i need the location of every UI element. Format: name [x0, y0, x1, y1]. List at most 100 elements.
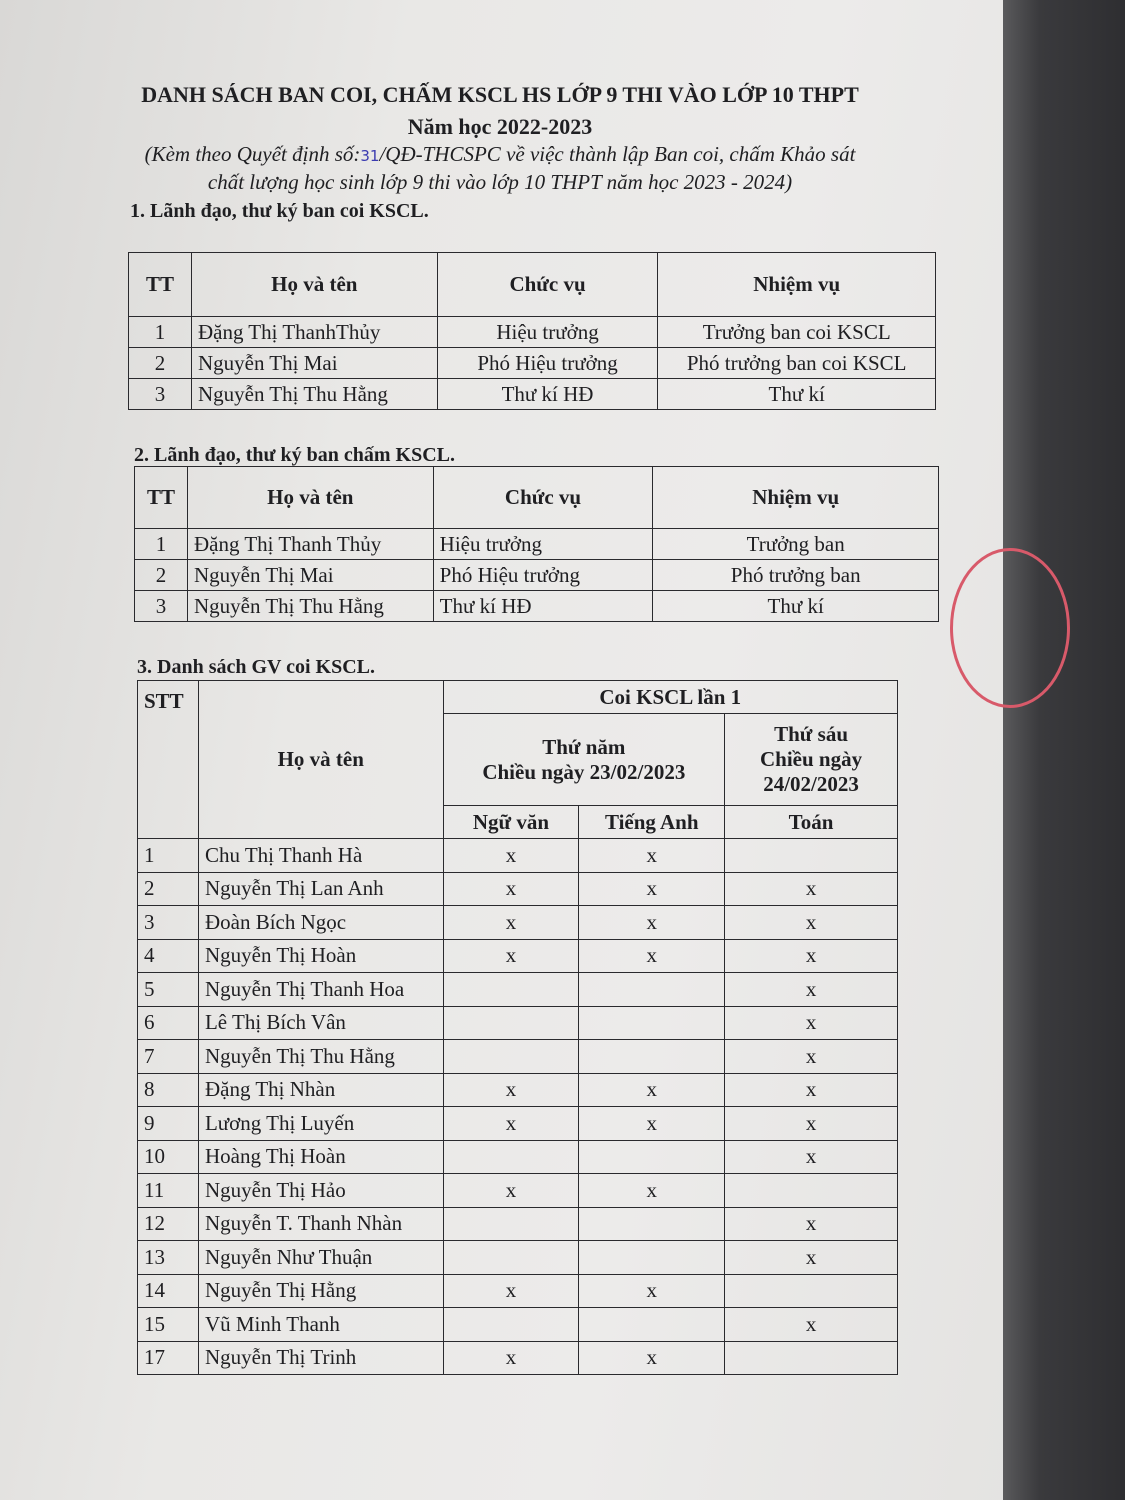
- table-cell: [578, 1039, 726, 1074]
- table-cell: Nguyễn Thị Thanh Hoa: [197, 972, 444, 1007]
- decision-suffix: /QĐ-THCSPC về việc thành lập Ban coi, ch…: [379, 142, 856, 166]
- document-title: DANH SÁCH BAN COI, CHẤM KSCL HS LỚP 9 TH…: [141, 82, 859, 107]
- table-cell: Thư kí HĐ: [432, 590, 654, 622]
- table-cell: x: [442, 1273, 580, 1308]
- table-cell: x: [724, 1139, 898, 1174]
- table-cell: 5: [137, 972, 199, 1007]
- table-cell: x: [724, 1072, 898, 1107]
- table-row: 14 Nguyễn Thị Hằng x x: [137, 1273, 898, 1308]
- table-cell: Nguyễn Như Thuận: [197, 1240, 444, 1275]
- table-cell: [578, 1240, 726, 1275]
- day2-date: 24/02/2023: [763, 772, 859, 796]
- subject-english: Tiếng Anh: [578, 805, 726, 839]
- table-cell: Thư kí: [657, 378, 936, 410]
- table-cell: Trưởng ban: [652, 528, 939, 560]
- table-cell: [442, 972, 580, 1007]
- table-cell: [442, 1206, 580, 1241]
- table-row: 3 Đoàn Bích Ngọc x x x: [137, 905, 898, 940]
- table-cell: x: [724, 938, 898, 973]
- table-cell: x: [724, 972, 898, 1007]
- red-stamp: [950, 548, 1070, 708]
- table-cell: x: [724, 1307, 898, 1342]
- school-year: Năm học 2022-2023: [407, 114, 593, 139]
- table-cell: 13: [137, 1240, 199, 1275]
- table-row: 1 Đặng Thị ThanhThủy Hiệu trưởng Trưởng ban…: [128, 316, 936, 348]
- table-cell: 11: [137, 1173, 199, 1208]
- table-cell: Nguyễn Thị Hoàn: [197, 938, 444, 973]
- table-cell: x: [578, 905, 726, 940]
- decision-line-2: chất lượng học sinh lớp 9 thi vào lớp 10…: [207, 170, 793, 194]
- table-cell: x: [724, 1106, 898, 1141]
- table-cell: 10: [137, 1139, 199, 1174]
- table-row: 9 Lương Thị Luyến x x x: [137, 1106, 898, 1141]
- col-position: Chức vụ: [436, 252, 659, 317]
- table-cell: Hiệu trưởng: [436, 316, 659, 348]
- table-cell: [578, 1005, 726, 1040]
- col-position: Chức vụ: [432, 466, 654, 529]
- table-cell: 1: [128, 316, 192, 348]
- table-cell: x: [578, 1273, 726, 1308]
- table-row: 3 Nguyễn Thị Thu Hằng Thư kí HĐ Thư kí: [128, 378, 936, 410]
- table-cell: Hiệu trưởng: [432, 528, 654, 560]
- col-tt: TT: [134, 466, 188, 529]
- table-row: 10 Hoàng Thị Hoàn x: [137, 1139, 898, 1174]
- table-row: 1 Đặng Thị Thanh Thủy Hiệu trưởng Trưởng ba…: [134, 528, 939, 560]
- table-cell: 2: [137, 871, 199, 906]
- table-row: 17 Nguyễn Thị Trinh x x: [137, 1340, 898, 1375]
- table-cell: 2: [134, 559, 188, 591]
- table-cell: x: [442, 1072, 580, 1107]
- col-stt: STT: [137, 680, 199, 839]
- table-cell: Thư kí HĐ: [436, 378, 659, 410]
- table-cell: x: [724, 871, 898, 906]
- table-row: 8 Đặng Thị Nhàn x x x: [137, 1072, 898, 1107]
- table-cell: Nguyễn Thị Thu Hằng: [197, 1039, 444, 1074]
- table-cell: Nguyễn Thị Mai: [190, 347, 438, 379]
- table-cell: Phó Hiệu trưởng: [432, 559, 654, 591]
- table-cell: Vũ Minh Thanh: [197, 1307, 444, 1342]
- table-cell: 15: [137, 1307, 199, 1342]
- table-cell: 17: [137, 1340, 199, 1375]
- decision-prefix: (Kèm theo Quyết định số:: [144, 142, 361, 166]
- table-cell: Nguyễn Thị Thu Hằng: [186, 590, 434, 622]
- table-cell: [578, 1139, 726, 1174]
- day2-header: Thứ sáu Chiều ngày 24/02/2023: [724, 713, 898, 806]
- table-cell: Chu Thị Thanh Hà: [197, 838, 444, 873]
- table-cell: [724, 1173, 898, 1208]
- col-name: Họ và tên: [197, 680, 444, 839]
- table-cell: [724, 1273, 898, 1308]
- group-header: Coi KSCL lần 1: [442, 680, 899, 714]
- table-cell: Nguyễn Thị Hằng: [197, 1273, 444, 1308]
- table-row: 13 Nguyễn Như Thuận x: [137, 1240, 898, 1275]
- table-cell: 9: [137, 1106, 199, 1141]
- table-cell: Nguyễn Thị Thu Hằng: [190, 378, 438, 410]
- table-cell: [442, 1039, 580, 1074]
- table-cell: Lương Thị Luyến: [197, 1106, 444, 1141]
- table-cell: Phó trưởng ban: [652, 559, 939, 591]
- day1-weekday: Thứ năm: [542, 734, 626, 759]
- table-cell: x: [724, 1206, 898, 1241]
- table-cell: x: [724, 1005, 898, 1040]
- table-row: 2 Nguyễn Thị Mai Phó Hiệu trưởng Phó trưởng…: [128, 347, 936, 379]
- table-cell: 3: [128, 378, 192, 410]
- table-cell: x: [442, 1173, 580, 1208]
- table-row: 3 Nguyễn Thị Thu Hằng Thư kí HĐ Thư kí: [134, 590, 939, 622]
- table-cell: [442, 1240, 580, 1275]
- table-cell: [578, 1307, 726, 1342]
- table-cell: 14: [137, 1273, 199, 1308]
- table-cell: x: [724, 1039, 898, 1074]
- table-cell: 3: [134, 590, 188, 622]
- col-name: Họ và tên: [186, 466, 434, 529]
- table-cell: 6: [137, 1005, 199, 1040]
- table-cell: x: [578, 871, 726, 906]
- day2-weekday: Thứ sáu: [774, 722, 848, 746]
- col-name: Họ và tên: [190, 252, 438, 317]
- table-cell: Lê Thị Bích Vân: [197, 1005, 444, 1040]
- table-cell: 3: [137, 905, 199, 940]
- table-row: 2 Nguyễn Thị Lan Anh x x x: [137, 871, 898, 906]
- decision-number: 31: [360, 147, 380, 165]
- table-cell: Phó Hiệu trưởng: [436, 347, 659, 379]
- table-cell: [578, 1206, 726, 1241]
- table-cell: x: [578, 1072, 726, 1107]
- day1-header: Thứ năm Chiều ngày 23/02/2023: [442, 713, 726, 806]
- table-cell: x: [578, 1173, 726, 1208]
